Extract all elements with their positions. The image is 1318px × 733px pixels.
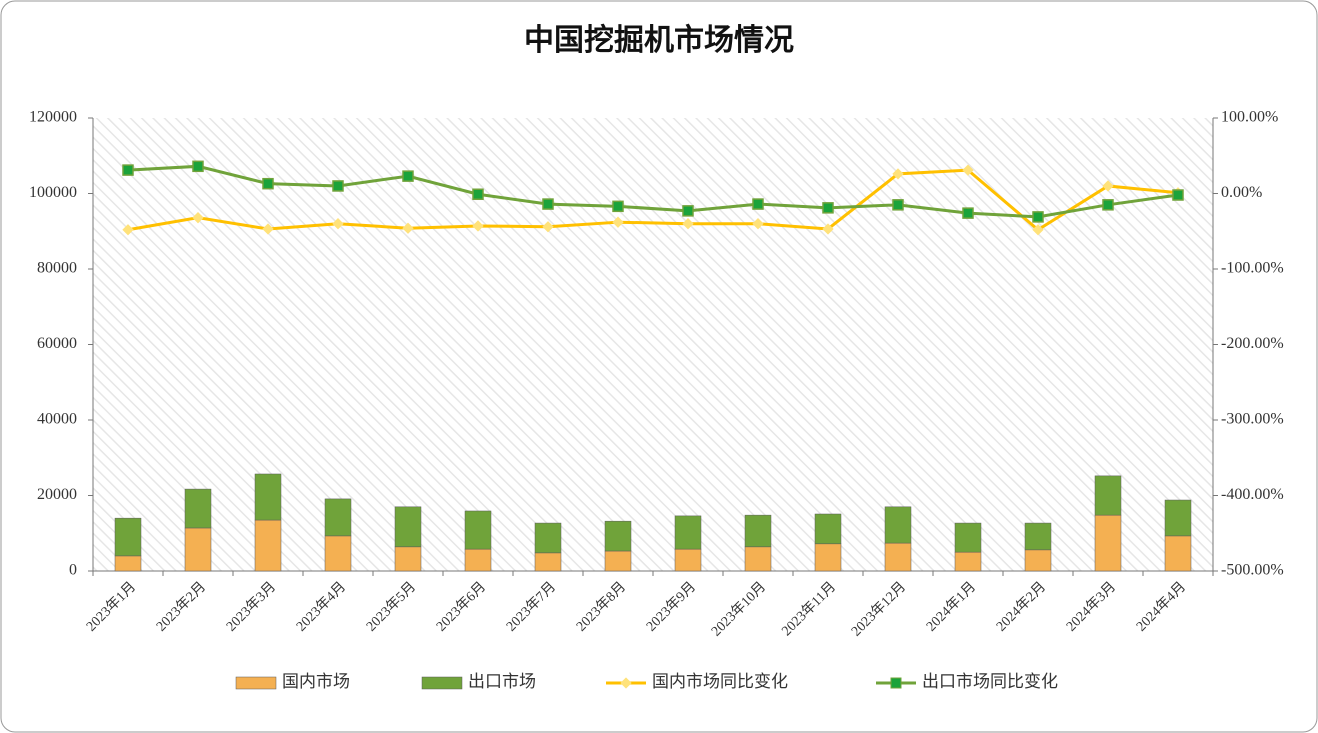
bar <box>1164 499 1192 537</box>
marker <box>682 205 694 217</box>
y2-tick-label: 0.00% <box>1221 184 1262 201</box>
y2-tick-label: -300.00% <box>1221 411 1284 428</box>
bar <box>324 535 352 572</box>
y2-tick-label: -500.00% <box>1221 562 1284 579</box>
y-tick-label: 0 <box>69 562 77 579</box>
legend-label: 国内市场 <box>282 672 350 691</box>
marker <box>402 222 414 234</box>
line <box>127 164 1179 219</box>
y-tick-label: 100000 <box>29 184 77 201</box>
y2-tick-label: -200.00% <box>1221 335 1284 352</box>
y2-tick-label: -400.00% <box>1221 486 1284 503</box>
marker <box>752 218 764 230</box>
bar <box>674 515 702 550</box>
bar <box>1024 522 1052 551</box>
bar <box>884 506 912 544</box>
marker <box>1032 224 1044 236</box>
legend-swatch <box>421 676 463 690</box>
marker <box>542 221 554 233</box>
y2-tick-label: 100.00% <box>1221 109 1278 126</box>
bar <box>534 522 562 554</box>
bar <box>744 514 772 548</box>
marker <box>822 202 834 214</box>
marker <box>402 170 414 182</box>
y-tick-label: 40000 <box>37 411 77 428</box>
bar <box>814 543 842 572</box>
marker <box>612 216 624 228</box>
marker <box>262 177 274 190</box>
bar <box>954 551 982 572</box>
bar <box>464 510 492 550</box>
marker <box>682 218 694 230</box>
bar <box>954 522 982 553</box>
bar <box>464 548 492 572</box>
y-tick-label: 120000 <box>29 109 77 126</box>
marker <box>822 223 834 235</box>
marker <box>122 164 134 176</box>
bar <box>394 546 422 572</box>
bar <box>604 550 632 572</box>
legend-label: 出口市场 <box>468 672 536 691</box>
marker <box>892 199 904 211</box>
y-tick-label: 80000 <box>37 260 77 277</box>
bar <box>114 517 142 557</box>
legend-swatch <box>235 676 277 690</box>
bar <box>1094 475 1122 516</box>
bar <box>604 520 632 552</box>
chart-title: 中国挖掘机市场情况 <box>524 23 794 57</box>
bar <box>1024 549 1052 572</box>
legend-marker <box>890 677 902 689</box>
legend-label: 出口市场同比变化 <box>922 672 1058 691</box>
marker <box>332 180 344 192</box>
marker <box>1102 199 1114 211</box>
marker <box>962 207 974 219</box>
marker <box>192 212 204 224</box>
y2-tick-label: -100.00% <box>1221 260 1284 277</box>
marker <box>262 223 274 235</box>
marker <box>542 198 554 210</box>
bar <box>394 506 422 548</box>
bar <box>814 513 842 545</box>
marker <box>1172 189 1184 201</box>
y-tick-label: 20000 <box>37 486 77 503</box>
marker <box>892 168 904 180</box>
marker <box>752 198 764 210</box>
marker <box>1102 180 1114 192</box>
marker <box>1032 211 1044 223</box>
legend-label: 国内市场同比变化 <box>652 672 788 691</box>
marker <box>472 220 484 232</box>
bar <box>674 548 702 572</box>
legend-marker <box>620 677 632 689</box>
bar <box>184 527 212 572</box>
bar <box>254 473 282 521</box>
bar <box>1094 514 1122 572</box>
bar <box>884 542 912 572</box>
bar <box>324 498 352 537</box>
bar <box>534 552 562 572</box>
marker <box>332 218 344 230</box>
marker <box>472 188 484 201</box>
marker <box>612 200 624 213</box>
bar <box>254 519 282 572</box>
bar <box>1164 535 1192 572</box>
y-tick-label: 60000 <box>37 335 77 352</box>
bar <box>114 555 142 572</box>
bar <box>744 546 772 572</box>
line <box>127 168 1179 232</box>
bar <box>184 488 212 529</box>
marker <box>962 164 974 176</box>
marker <box>192 160 204 173</box>
